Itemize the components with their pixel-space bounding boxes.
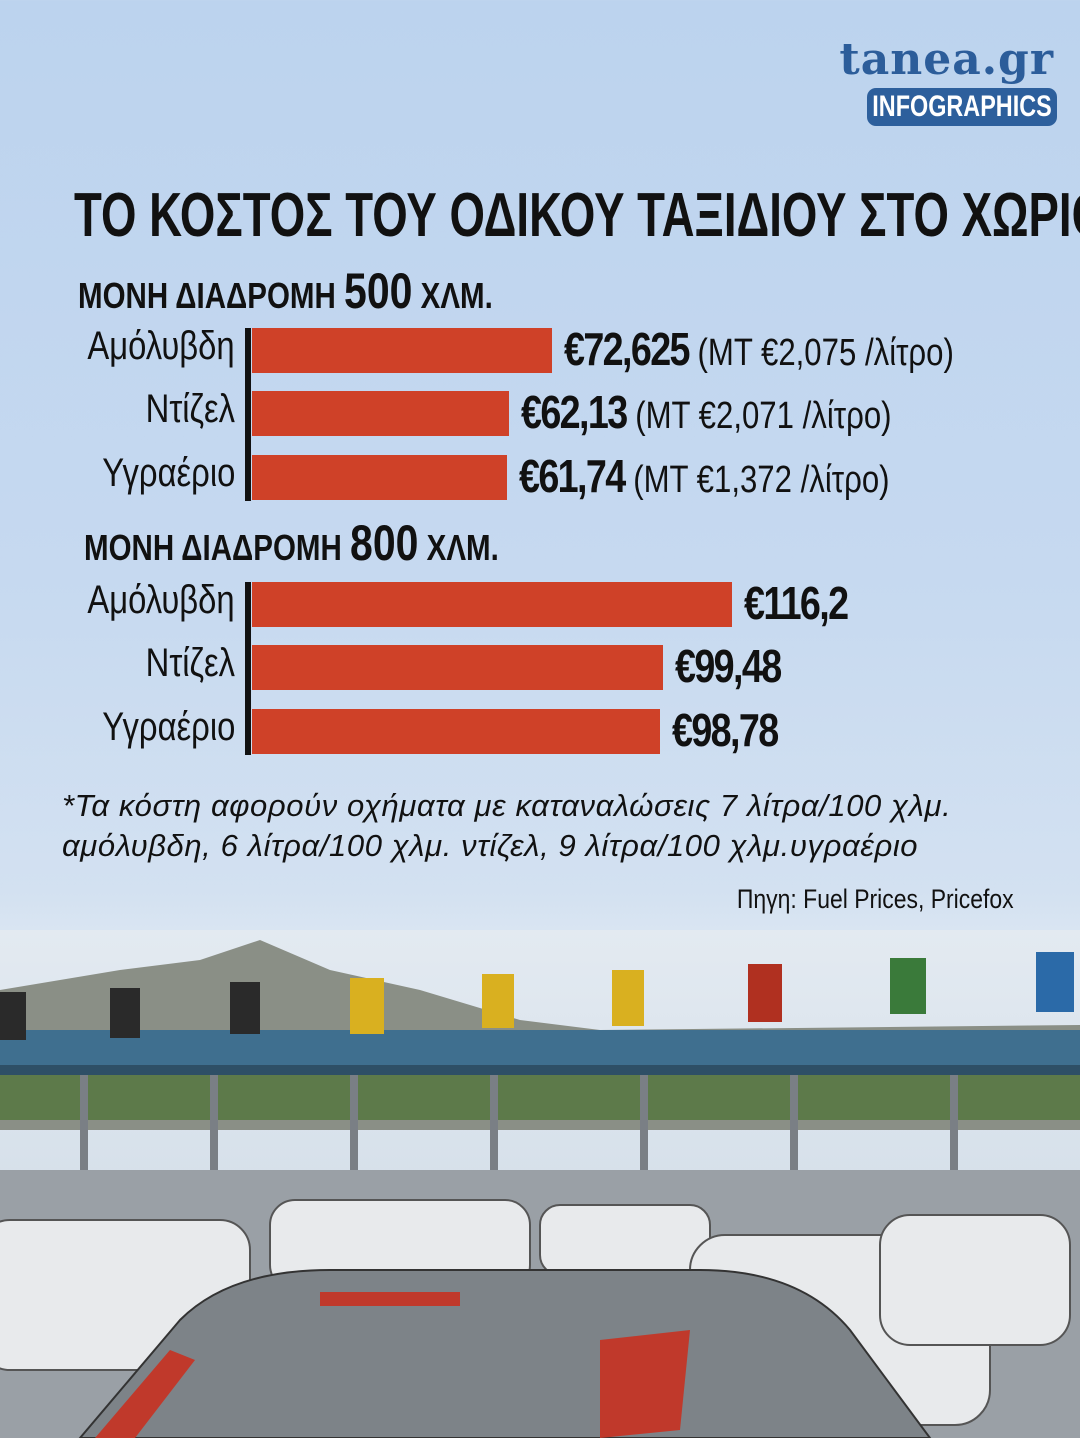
section-title-distance: 800 [350,515,419,571]
value-label: €116,2 [743,576,849,630]
bar [252,645,663,690]
section-title-unit: ΧΛΜ. [420,275,493,316]
category-label: Ντίζελ [145,641,235,685]
value-label: €61,74 (ΜΤ €1,372 /λίτρο) [519,449,890,503]
toll-station-photo [0,930,1080,1438]
footnote-line: *Τα κόστη αφορούν οχήματα με καταναλώσει… [62,788,952,823]
price-per-litre: (ΜΤ €1,372 /λίτρο) [633,459,890,501]
axis-line [245,328,251,501]
value-label: €99,48 [674,639,782,693]
value-amount: €72,625 [563,323,691,375]
bar [252,709,660,754]
category-label: Υγραέριο [101,451,235,495]
page-title: ΤΟ ΚΟΣΤΟΣ ΤΟΥ ΟΔΙΚΟΥ ΤΑΞΙΔΙΟΥ ΣΤΟ ΧΩΡΙΟ [74,181,1080,250]
section-title-distance: 500 [344,263,413,319]
bar [252,582,732,627]
price-per-litre: (ΜΤ €2,071 /λίτρο) [634,395,892,437]
section-title: ΜΟΝΗ ΔΙΑΔΡΟΜΗ 500 ΧΛΜ. [78,262,493,320]
footnote-line: αμόλυβδη, 6 λίτρα/100 χλμ. ντίζελ, 9 λίτ… [62,828,919,863]
category-label: Αμόλυβδη [87,324,235,368]
section-title-prefix: ΜΟΝΗ ΔΙΑΔΡΟΜΗ [84,527,342,568]
category-label: Υγραέριο [101,705,235,749]
axis-line [245,582,251,755]
bar [252,455,507,500]
bar [252,328,552,373]
category-label: Αμόλυβδη [87,578,235,622]
value-label: €98,78 [671,703,779,757]
source: Πηγη: Fuel Prices, Pricefox [737,884,1014,914]
section-title-unit: ΧΛΜ. [426,527,499,568]
logo-site: tanea.gr [839,34,1054,85]
footnote: *Τα κόστη αφορούν οχήματα με καταναλώσει… [62,786,951,866]
category-label: Ντίζελ [145,387,235,431]
price-per-litre: (ΜΤ €2,075 /λίτρο) [697,332,954,374]
value-amount: €98,78 [671,704,779,756]
value-amount: €61,74 [518,450,626,502]
value-label: €62,13 (ΜΤ €2,071 /λίτρο) [521,385,892,439]
value-amount: €116,2 [743,577,849,629]
bar [252,391,509,436]
value-label: €72,625 (ΜΤ €2,075 /λίτρο) [564,322,954,376]
section-title-prefix: ΜΟΝΗ ΔΙΑΔΡΟΜΗ [78,275,336,316]
section-title: ΜΟΝΗ ΔΙΑΔΡΟΜΗ 800 ΧΛΜ. [84,514,499,572]
logo-badge: INFOGRAPHICS [867,88,1057,126]
value-amount: €62,13 [520,386,628,438]
value-amount: €99,48 [674,640,782,692]
